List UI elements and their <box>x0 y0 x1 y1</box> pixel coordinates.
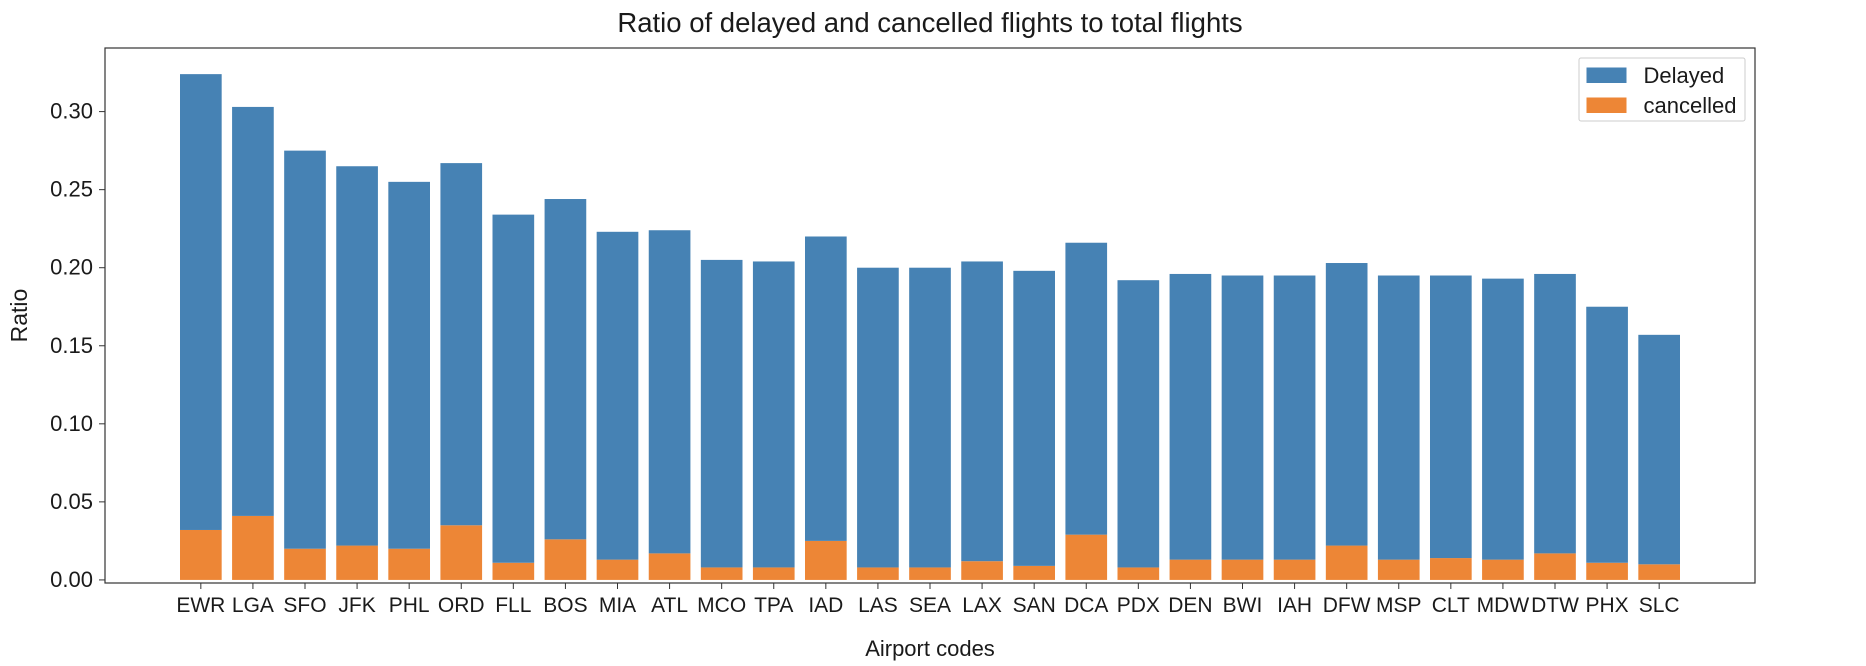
svg-text:DFW: DFW <box>1323 594 1371 617</box>
svg-text:TPA: TPA <box>754 594 793 617</box>
svg-text:DEN: DEN <box>1168 594 1212 617</box>
svg-text:EWR: EWR <box>176 594 225 617</box>
svg-text:SFO: SFO <box>283 594 326 617</box>
svg-text:DTW: DTW <box>1531 594 1579 617</box>
svg-text:SAN: SAN <box>1013 594 1056 617</box>
svg-text:FLL: FLL <box>495 594 531 617</box>
svg-text:IAD: IAD <box>808 594 843 617</box>
svg-text:0.30: 0.30 <box>50 99 93 124</box>
svg-text:LAS: LAS <box>858 594 898 617</box>
svg-text:DCA: DCA <box>1064 594 1108 617</box>
svg-text:CLT: CLT <box>1432 594 1470 617</box>
svg-text:ORD: ORD <box>438 594 485 617</box>
svg-text:ATL: ATL <box>651 594 688 617</box>
svg-text:BOS: BOS <box>543 594 587 617</box>
svg-text:PHL: PHL <box>389 594 430 617</box>
svg-text:JFK: JFK <box>338 594 375 617</box>
svg-text:MDW: MDW <box>1477 594 1530 617</box>
svg-text:0.00: 0.00 <box>50 567 93 592</box>
svg-text:0.10: 0.10 <box>50 411 93 436</box>
svg-text:PDX: PDX <box>1117 594 1160 617</box>
svg-text:Ratio of delayed and cancelled: Ratio of delayed and cancelled flights t… <box>617 7 1242 38</box>
svg-text:Airport codes: Airport codes <box>865 636 995 661</box>
svg-text:MIA: MIA <box>599 594 636 617</box>
svg-text:SLC: SLC <box>1639 594 1680 617</box>
svg-text:MCO: MCO <box>697 594 746 617</box>
svg-text:0.05: 0.05 <box>50 489 93 514</box>
svg-text:Delayed: Delayed <box>1644 63 1725 88</box>
svg-text:LGA: LGA <box>232 594 274 617</box>
svg-text:LAX: LAX <box>962 594 1002 617</box>
svg-text:0.20: 0.20 <box>50 255 93 280</box>
svg-text:0.15: 0.15 <box>50 333 93 358</box>
svg-text:BWI: BWI <box>1223 594 1263 617</box>
svg-text:0.25: 0.25 <box>50 177 93 202</box>
svg-text:Ratio: Ratio <box>6 289 32 343</box>
svg-text:PHX: PHX <box>1585 594 1628 617</box>
svg-text:IAH: IAH <box>1277 594 1312 617</box>
svg-text:cancelled: cancelled <box>1644 93 1737 118</box>
svg-text:MSP: MSP <box>1376 594 1422 617</box>
svg-text:SEA: SEA <box>909 594 951 617</box>
